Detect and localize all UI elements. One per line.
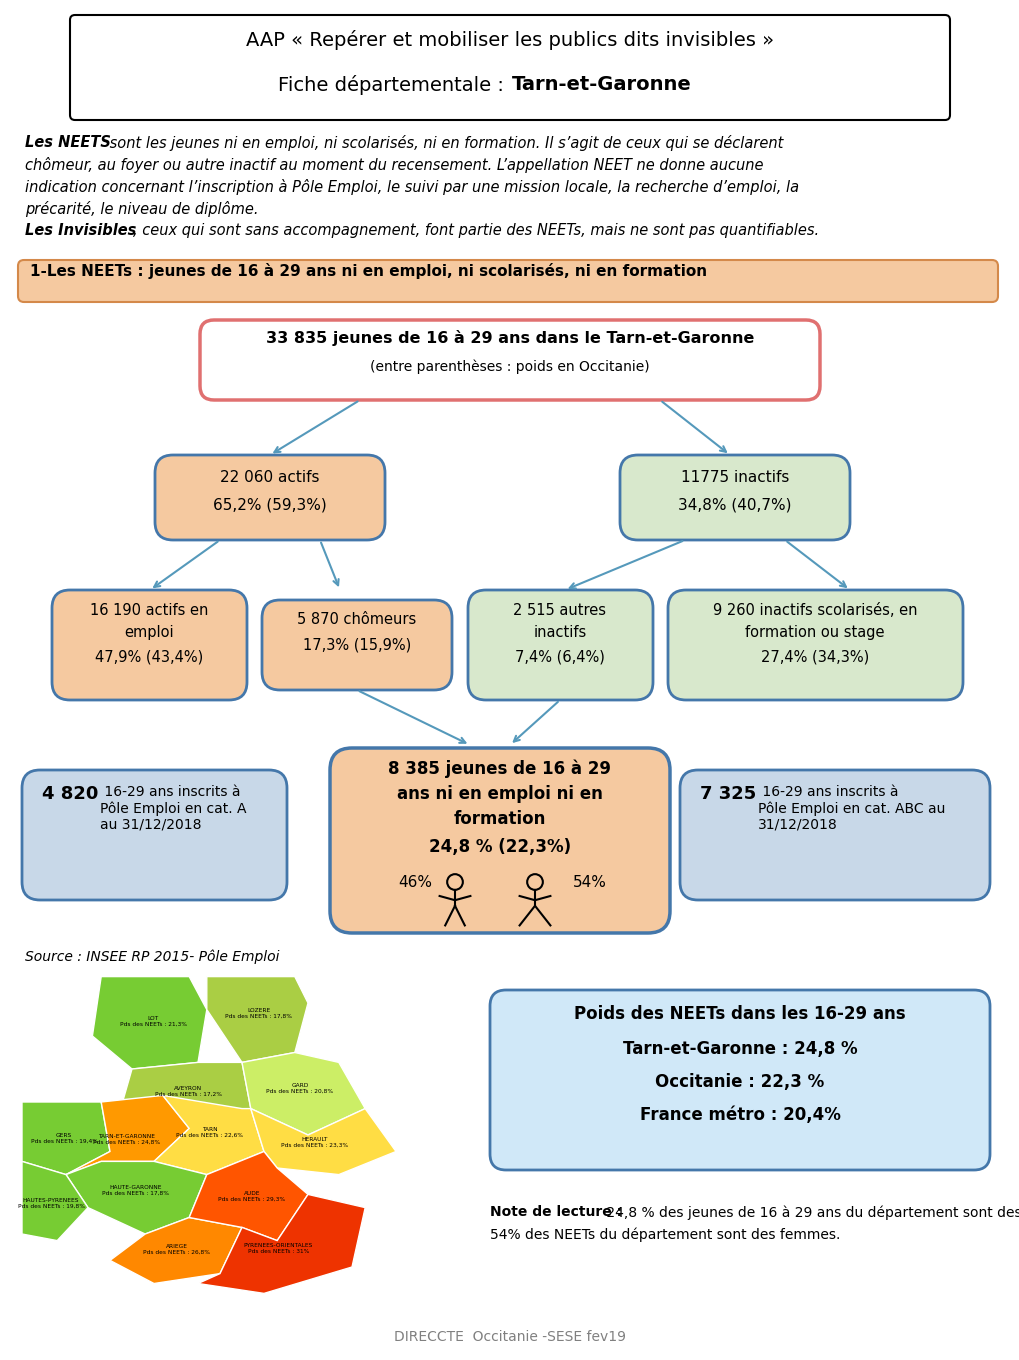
FancyBboxPatch shape [22,770,286,900]
FancyBboxPatch shape [620,456,849,540]
FancyBboxPatch shape [489,990,989,1170]
Text: 1-Les NEETs : jeunes de 16 à 29 ans ni en emploi, ni scolarisés, ni en formation: 1-Les NEETs : jeunes de 16 à 29 ans ni e… [30,262,706,279]
Text: HERAULT
Pds des NEETs : 23,3%: HERAULT Pds des NEETs : 23,3% [280,1137,347,1148]
FancyBboxPatch shape [200,320,819,400]
Text: 27,4% (34,3%): 27,4% (34,3%) [760,650,868,665]
Text: 34,8% (40,7%): 34,8% (40,7%) [678,498,791,513]
Text: 16-29 ans inscrits à
Pôle Emploi en cat. ABC au
31/12/2018: 16-29 ans inscrits à Pôle Emploi en cat.… [757,785,945,832]
Text: Source : INSEE RP 2015- Pôle Emploi: Source : INSEE RP 2015- Pôle Emploi [25,951,279,964]
Text: Les Invisibles: Les Invisibles [25,223,137,238]
Polygon shape [207,976,308,1062]
Polygon shape [154,1095,264,1175]
Text: ARIEGE
Pds des NEETs : 26,8%: ARIEGE Pds des NEETs : 26,8% [143,1244,210,1255]
Text: emploi: emploi [124,626,173,641]
Text: 54% des NEETs du département sont des femmes.: 54% des NEETs du département sont des fe… [489,1227,840,1242]
Text: TARN-ET-GARONNE
Pds des NEETs : 24,8%: TARN-ET-GARONNE Pds des NEETs : 24,8% [93,1134,160,1145]
Polygon shape [22,1102,110,1175]
Text: PYRENEES-ORIENTALES
Pds des NEETs : 31%: PYRENEES-ORIENTALES Pds des NEETs : 31% [244,1243,313,1254]
Text: ans ni en emploi ni en: ans ni en emploi ni en [396,785,602,802]
Text: (entre parenthèses : poids en Occitanie): (entre parenthèses : poids en Occitanie) [370,360,649,374]
Text: 2 515 autres: 2 515 autres [513,602,606,617]
Text: précarité, le niveau de diplôme.: précarité, le niveau de diplôme. [25,201,258,218]
Text: chômeur, au foyer ou autre inactif au moment du recensement. L’appellation NEET : chômeur, au foyer ou autre inactif au mo… [25,156,763,173]
FancyBboxPatch shape [70,15,949,120]
Text: , ceux qui sont sans accompagnement, font partie des NEETs, mais ne sont pas qua: , ceux qui sont sans accompagnement, fon… [132,223,818,238]
Text: formation: formation [453,811,545,828]
Text: indication concernant l’inscription à Pôle Emploi, le suivi par une mission loca: indication concernant l’inscription à Pô… [25,180,798,194]
Text: HAUTES-PYRENEES
Pds des NEETs : 19,8%: HAUTES-PYRENEES Pds des NEETs : 19,8% [17,1198,85,1209]
Text: 24,8 % (22,3%): 24,8 % (22,3%) [429,838,571,855]
Text: 8 385 jeunes de 16 à 29: 8 385 jeunes de 16 à 29 [388,760,611,778]
Text: France métro : 20,4%: France métro : 20,4% [639,1106,840,1123]
Text: TARN
Pds des NEETs : 22,6%: TARN Pds des NEETs : 22,6% [176,1127,244,1138]
FancyBboxPatch shape [52,590,247,700]
FancyBboxPatch shape [680,770,989,900]
Text: 47,9% (43,4%): 47,9% (43,4%) [95,650,203,665]
FancyBboxPatch shape [155,456,384,540]
Polygon shape [198,1194,365,1293]
Text: Tarn-et-Garonne: Tarn-et-Garonne [512,75,691,94]
FancyBboxPatch shape [18,260,997,302]
Text: 9 260 inactifs scolarisés, en: 9 260 inactifs scolarisés, en [712,602,916,617]
Text: 7,4% (6,4%): 7,4% (6,4%) [515,650,604,665]
Text: 22 060 actifs: 22 060 actifs [220,471,319,486]
Polygon shape [110,1217,242,1284]
Text: HAUTE-GARONNE
Pds des NEETs : 17,8%: HAUTE-GARONNE Pds des NEETs : 17,8% [102,1185,169,1195]
Polygon shape [251,1108,395,1175]
FancyBboxPatch shape [330,748,669,933]
Text: Occitanie : 22,3 %: Occitanie : 22,3 % [655,1073,823,1091]
Text: 11775 inactifs: 11775 inactifs [680,471,789,486]
Polygon shape [66,1095,189,1175]
Text: Poids des NEETs dans les 16-29 ans: Poids des NEETs dans les 16-29 ans [574,1005,905,1023]
Text: 17,3% (15,9%): 17,3% (15,9%) [303,638,411,653]
Text: DIRECCTE  Occitanie -SESE fev19: DIRECCTE Occitanie -SESE fev19 [393,1330,626,1344]
Text: 65,2% (59,3%): 65,2% (59,3%) [213,498,326,513]
Text: inactifs: inactifs [533,626,586,641]
Text: 16 190 actifs en: 16 190 actifs en [90,602,208,617]
Text: 24,8 % des jeunes de 16 à 29 ans du département sont des NEETs  (22,3% en Occita: 24,8 % des jeunes de 16 à 29 ans du dépa… [601,1205,1019,1220]
Polygon shape [22,1161,88,1240]
Text: 54%: 54% [573,874,606,889]
Text: GERS
Pds des NEETs : 19,4%: GERS Pds des NEETs : 19,4% [31,1133,98,1144]
Text: Les NEETS: Les NEETS [25,135,111,150]
Polygon shape [66,1161,207,1234]
Text: Fiche départementale :: Fiche départementale : [277,75,510,95]
Text: LOZERE
Pds des NEETs : 17,8%: LOZERE Pds des NEETs : 17,8% [225,1008,292,1019]
Text: 33 835 jeunes de 16 à 29 ans dans le Tarn-et-Garonne: 33 835 jeunes de 16 à 29 ans dans le Tar… [266,330,753,345]
FancyBboxPatch shape [262,600,451,690]
Text: 16-29 ans inscrits à
Pôle Emploi en cat. A
au 31/12/2018: 16-29 ans inscrits à Pôle Emploi en cat.… [100,785,247,832]
Text: sont les jeunes ni en emploi, ni scolarisés, ni en formation. Il s’agit de ceux : sont les jeunes ni en emploi, ni scolari… [105,135,783,151]
Text: LOT
Pds des NEETs : 21,3%: LOT Pds des NEETs : 21,3% [119,1016,186,1027]
Text: Note de lecture :: Note de lecture : [489,1205,622,1219]
Polygon shape [118,1062,251,1129]
Text: GARD
Pds des NEETs : 20,8%: GARD Pds des NEETs : 20,8% [266,1083,333,1093]
Polygon shape [189,1152,308,1240]
Text: AVEYRON
Pds des NEETs : 17,2%: AVEYRON Pds des NEETs : 17,2% [155,1085,222,1096]
Text: 46%: 46% [397,874,432,889]
Text: AAP « Repérer et mobiliser les publics dits invisibles »: AAP « Repérer et mobiliser les publics d… [246,30,773,50]
Text: Tarn-et-Garonne : 24,8 %: Tarn-et-Garonne : 24,8 % [622,1040,857,1058]
Text: AUDE
Pds des NEETs : 29,3%: AUDE Pds des NEETs : 29,3% [218,1191,285,1202]
Polygon shape [93,976,207,1069]
FancyBboxPatch shape [667,590,962,700]
Polygon shape [242,1053,365,1136]
FancyBboxPatch shape [468,590,652,700]
Text: formation ou stage: formation ou stage [745,626,883,641]
Text: 7 325: 7 325 [699,785,755,802]
Text: 5 870 chômeurs: 5 870 chômeurs [298,612,416,627]
Text: 4 820: 4 820 [42,785,98,802]
